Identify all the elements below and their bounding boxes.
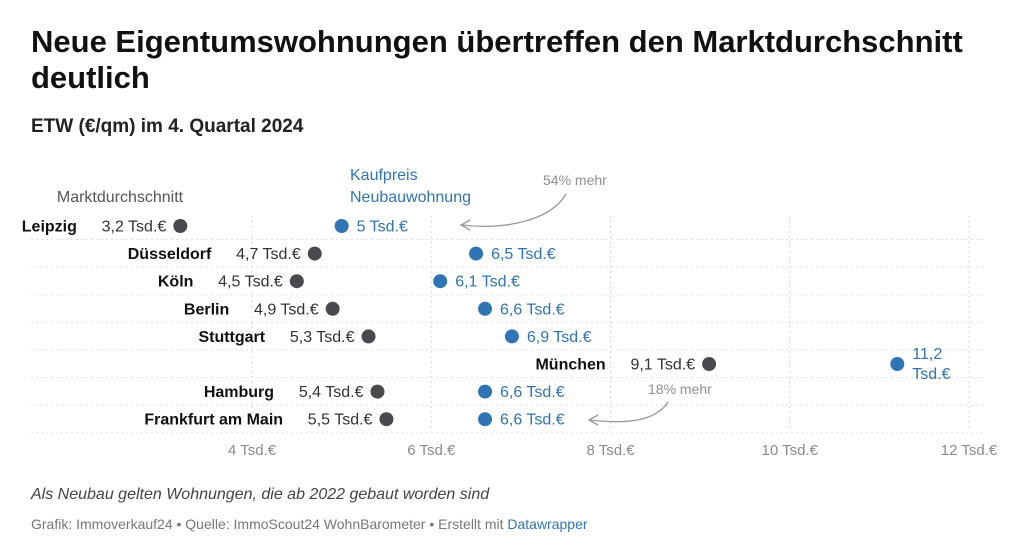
market-value-label: 5,4 Tsd.€ [299,384,364,401]
city-label: Berlin [184,301,229,318]
dumbbell-chart: 4 Tsd.€ 6 Tsd.€ 8 Tsd.€ 10 Tsd.€ 12 Tsd.€ Mar… [22,167,998,459]
new-value-label: 6,6 Tsd.€ [500,301,565,318]
new-value-label: 6,6 Tsd.€ [500,412,565,429]
market-dot [325,301,340,316]
market-value-label: 4,9 Tsd.€ [254,301,319,318]
annotation-arrow [461,193,567,228]
chart-notes: Als Neubau gelten Wohnungen, die ab 2022… [31,486,490,503]
market-value-label: 4,7 Tsd.€ [236,246,301,263]
city-label: Köln [158,274,194,291]
city-label: Stuttgart [198,329,265,346]
legend-market-label: Marktdurchschnitt [57,189,184,206]
new-dot [334,219,349,233]
market-dot [307,246,322,261]
city-label: Düsseldorf [128,246,212,263]
annotation-arrowhead [587,414,599,426]
new-dot [433,274,448,289]
new-dot [469,246,484,261]
market-dot [289,274,304,289]
footer-source-text: Grafik: Immoverkauf24 • Quelle: ImmoScou… [31,516,508,532]
new-dot [504,329,519,344]
x-tick-label: 4 Tsd.€ [228,442,277,459]
new-dot [478,412,493,427]
annotation-text: 54% mehr [543,172,607,188]
city-label: München [535,357,605,374]
city-label: Leipzig [22,219,77,236]
city-label: Hamburg [204,384,274,401]
new-value-label: Tsd.€ [912,366,950,383]
new-value-label: 11,2 [912,346,942,363]
market-dot [370,384,385,399]
grid-layer [31,216,983,434]
x-tick-label: 10 Tsd.€ [762,442,819,459]
annotation-arrowhead [459,219,471,231]
annotation-arrow [589,401,669,423]
marks-layer [173,193,905,427]
market-value-label: 5,3 Tsd.€ [290,329,355,346]
market-dot [173,219,188,233]
market-value-label: 5,5 Tsd.€ [308,412,373,429]
market-value-label: 4,5 Tsd.€ [218,274,283,291]
x-tick-label: 12 Tsd.€ [941,442,998,459]
x-tick-label: 6 Tsd.€ [407,442,456,459]
legend-new-label: Neubauwohnung [350,189,471,206]
new-dot [478,301,493,316]
legend-new-label: Kaufpreis [350,167,418,184]
annotation-text: 18% mehr [648,381,712,397]
new-dot [478,384,493,399]
new-value-label: 6,9 Tsd.€ [527,329,592,346]
market-value-label: 3,2 Tsd.€ [102,219,167,236]
label-layer: 4 Tsd.€ 6 Tsd.€ 8 Tsd.€ 10 Tsd.€ 12 Tsd.€ Mar… [22,167,998,459]
datawrapper-link[interactable]: Datawrapper [507,516,588,532]
chart-subtitle: ETW (€/qm) im 4. Quartal 2024 [31,116,304,137]
new-value-label: 6,5 Tsd.€ [491,246,556,263]
new-value-label: 6,1 Tsd.€ [455,274,520,291]
city-label: Frankfurt am Main [144,412,283,429]
chart-title: Neue Eigentumswohnungen übertreffen den … [31,24,963,95]
new-value-label: 6,6 Tsd.€ [500,384,565,401]
chart-footer: Grafik: Immoverkauf24 • Quelle: ImmoScou… [31,516,588,532]
market-dot [702,357,717,371]
market-dot [361,329,376,344]
new-dot [890,357,905,371]
x-tick-label: 8 Tsd.€ [586,442,635,459]
market-dot [379,412,394,427]
new-value-label: 5 Tsd.€ [357,219,408,236]
market-value-label: 9,1 Tsd.€ [630,357,695,374]
